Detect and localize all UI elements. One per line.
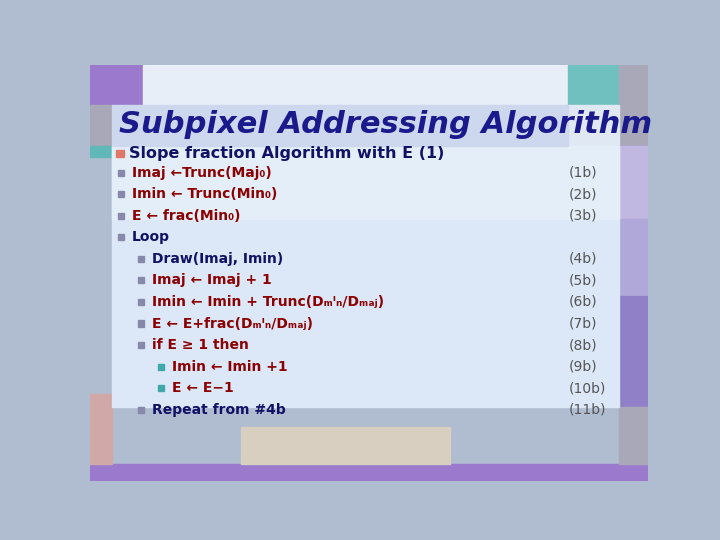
Text: Imaj ← Imaj + 1: Imaj ← Imaj + 1 (152, 273, 271, 287)
Bar (118, 191, 124, 197)
Bar (618, 296, 648, 408)
Text: Imin ← Imin +1: Imin ← Imin +1 (172, 360, 288, 374)
Text: (1b): (1b) (569, 166, 598, 180)
Text: (3b): (3b) (569, 209, 598, 222)
Bar (618, 219, 648, 296)
Text: (8b): (8b) (569, 338, 598, 352)
Text: Draw(Imaj, Imin): Draw(Imaj, Imin) (152, 252, 283, 266)
Text: (5b): (5b) (569, 273, 598, 287)
Text: (4b): (4b) (569, 252, 598, 266)
Bar (568, 105, 618, 146)
Bar (138, 299, 144, 305)
Text: Slope fraction Algorithm with E (1): Slope fraction Algorithm with E (1) (129, 146, 444, 161)
Text: (6b): (6b) (569, 295, 598, 309)
Bar (618, 146, 648, 219)
Bar (90, 65, 143, 105)
Text: Imin ← Imin + Trunc(Dₘᴵₙ/Dₘₐⱼ): Imin ← Imin + Trunc(Dₘᴵₙ/Dₘₐⱼ) (152, 295, 384, 309)
Text: (7b): (7b) (569, 316, 598, 330)
Text: Loop: Loop (132, 230, 170, 244)
Text: (11b): (11b) (569, 403, 606, 417)
Bar (90, 464, 648, 481)
Bar (112, 146, 618, 408)
Bar (117, 150, 124, 157)
Text: Imaj ←Trunc(Maj₀): Imaj ←Trunc(Maj₀) (132, 166, 271, 180)
Text: Imin ← Trunc(Min₀): Imin ← Trunc(Min₀) (132, 187, 277, 201)
Bar (90, 394, 112, 464)
Text: (10b): (10b) (569, 381, 606, 395)
Bar (138, 342, 144, 348)
Bar (112, 146, 618, 219)
Text: E ← E−1: E ← E−1 (172, 381, 234, 395)
Bar (138, 407, 144, 413)
Text: E ← frac(Min₀): E ← frac(Min₀) (132, 209, 240, 222)
Bar (568, 65, 618, 105)
Bar (158, 363, 164, 370)
Text: (2b): (2b) (569, 187, 598, 201)
Text: Repeat from #4b: Repeat from #4b (152, 403, 286, 417)
Text: Subpixel Addressing Algorithm: Subpixel Addressing Algorithm (120, 110, 652, 139)
Text: E ← E+frac(Dₘᴵₙ/Dₘₐⱼ): E ← E+frac(Dₘᴵₙ/Dₘₐⱼ) (152, 316, 313, 330)
Bar (118, 213, 124, 219)
Bar (138, 256, 144, 262)
Bar (158, 385, 164, 392)
Bar (118, 234, 124, 240)
Bar (138, 278, 144, 284)
Bar (241, 427, 451, 464)
Bar (90, 146, 112, 157)
Text: (9b): (9b) (569, 360, 598, 374)
Bar (90, 105, 112, 146)
Bar (143, 65, 568, 105)
Bar (112, 105, 568, 146)
Bar (118, 170, 124, 176)
Bar (618, 408, 648, 464)
Bar (618, 146, 648, 408)
Bar (618, 65, 648, 146)
Bar (138, 320, 144, 327)
Text: if E ≥ 1 then: if E ≥ 1 then (152, 338, 249, 352)
